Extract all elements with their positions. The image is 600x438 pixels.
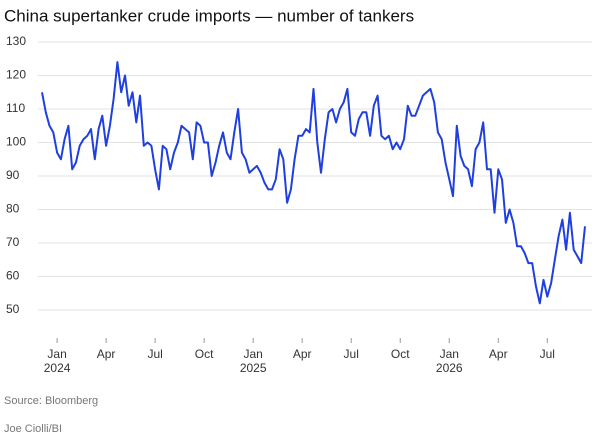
y-tick-label: 70	[6, 235, 20, 249]
y-tick-label: 100	[6, 135, 26, 149]
source: Source: Bloomberg	[4, 395, 98, 407]
x-tick-label: Jan 2025	[240, 347, 267, 375]
x-tick-label: Jan 2026	[436, 347, 463, 375]
label-bg	[0, 101, 34, 117]
x-tick-label: Apr	[293, 347, 312, 361]
label-bg	[0, 201, 34, 218]
y-tick-label: 120	[6, 68, 26, 82]
series-line	[41, 61, 586, 305]
label-bg	[0, 168, 34, 184]
x-tick-label: Oct	[195, 347, 214, 361]
credit: Joe Ciolli/BI	[4, 423, 62, 435]
y-tick-label: 60	[6, 269, 20, 283]
y-tick-label: 90	[6, 168, 20, 182]
x-tick-part: 2026	[436, 361, 463, 375]
x-tick-part: 2025	[240, 361, 267, 375]
x-tick-part: Apr	[97, 347, 116, 361]
x-tick-label: Jan 2024	[44, 347, 71, 375]
x-tick-part: Apr	[293, 347, 312, 361]
x-tick-part: Jul	[540, 347, 555, 361]
x-tick-part: Jan	[243, 347, 262, 361]
x-tick-part: Jan	[440, 347, 459, 361]
x-tick-part: 2024	[44, 361, 71, 375]
label-bg	[0, 34, 34, 50]
x-tick-part: Oct	[391, 347, 410, 361]
x-tick-label: Jul	[540, 347, 555, 361]
x-tick-label: Apr	[489, 347, 508, 361]
x-tick-label: Jul	[147, 347, 162, 361]
x-tick-part: Jul	[147, 347, 162, 361]
x-tick-label: Apr	[97, 347, 116, 361]
x-tick-part: Apr	[489, 347, 508, 361]
label-bg	[0, 268, 34, 285]
chart-title: China supertanker crude imports — number…	[4, 6, 414, 25]
label-bg	[0, 67, 34, 84]
x-tick-part: Jan	[47, 347, 66, 361]
label-bg	[0, 235, 34, 251]
y-tick-label: 130	[6, 34, 26, 48]
label-bg	[0, 302, 34, 318]
x-tick-part: Oct	[195, 347, 214, 361]
label-bg	[0, 134, 34, 151]
y-tick-label: 50	[6, 302, 20, 316]
y-tick-label: 110	[6, 101, 25, 115]
y-tick-label: 80	[6, 202, 20, 216]
x-tick-label: Oct	[391, 347, 410, 361]
x-tick-label: Jul	[344, 347, 359, 361]
x-tick-part: Jul	[344, 347, 359, 361]
